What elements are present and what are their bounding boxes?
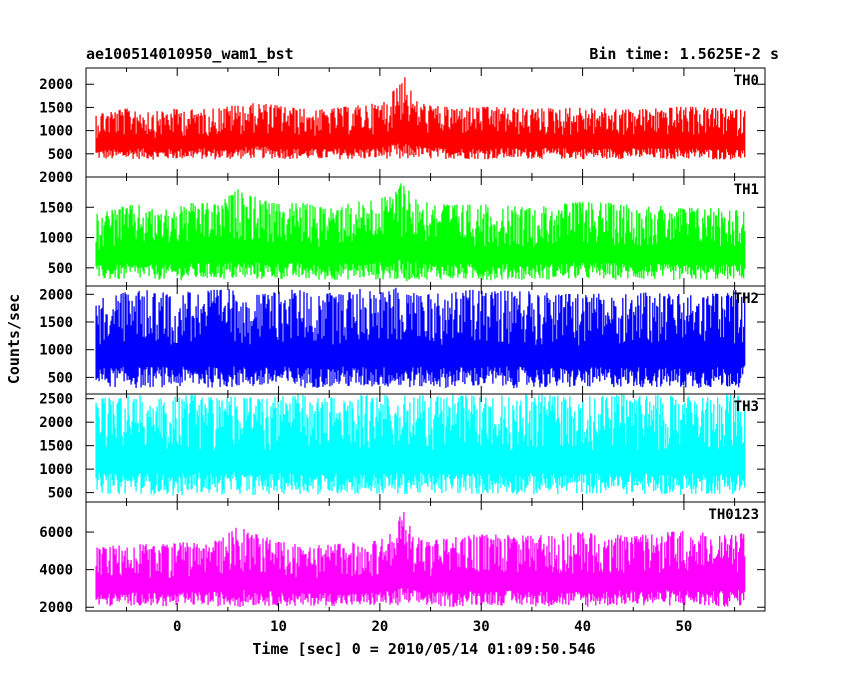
- y-tick-label: 500: [48, 261, 73, 277]
- panel-label: TH1: [734, 182, 759, 198]
- series-th2: [95, 287, 746, 388]
- bin-time-label: Bin time: 1.5625E-2 s: [589, 45, 779, 63]
- series-th1: [95, 183, 746, 282]
- panel-th3: 500 1000 1500 2000 2500 TH3: [39, 392, 766, 503]
- y-tick-label: 1000: [39, 124, 73, 140]
- x-tick-label: 30: [473, 619, 490, 635]
- panel-label: TH2: [734, 291, 759, 307]
- x-axis-label: Time [sec] 0 = 2010/05/14 01:09:50.546: [252, 640, 595, 658]
- y-tick-label: 1500: [39, 439, 73, 455]
- y-tick-label: 1000: [39, 462, 73, 478]
- y-axis-label: Counts/sec: [5, 294, 23, 384]
- y-tick-label: 500: [48, 370, 73, 386]
- panel-th0123: 2000 4000 6000 TH0123: [39, 501, 766, 616]
- y-tick-label: 2000: [39, 287, 73, 303]
- panel-label: TH0123: [708, 507, 759, 523]
- y-tick-label: 2500: [39, 392, 73, 408]
- panel-label: TH0: [734, 73, 759, 89]
- y-tick-label: 4000: [39, 563, 73, 579]
- y-tick-label: 1500: [39, 315, 73, 331]
- panel-th1: 500 1000 1500 2000 TH1: [39, 170, 766, 287]
- panel-frame: [85, 501, 766, 612]
- y-tick-label: 2000: [39, 600, 73, 616]
- x-tick-label: 50: [675, 619, 692, 635]
- y-tick-label: 500: [48, 486, 73, 502]
- y-tick-label: 2000: [39, 170, 73, 186]
- x-tick-label: 40: [574, 619, 591, 635]
- series-th0: [95, 77, 746, 160]
- panel-label: TH3: [734, 399, 759, 415]
- x-tick-label: 20: [371, 619, 388, 635]
- x-tick-label: 0: [173, 619, 181, 635]
- x-tick-label: 10: [270, 619, 287, 635]
- y-tick-label: 2000: [39, 415, 73, 431]
- y-tick-label: 6000: [39, 525, 73, 541]
- panel-th2: 500 1000 1500 2000 TH2: [39, 285, 766, 395]
- y-tick-label: 1500: [39, 200, 73, 216]
- y-tick-label: 1000: [39, 231, 73, 247]
- panel-th0: 500 1000 1500 2000 TH0: [39, 67, 766, 178]
- y-tick-label: 2000: [39, 77, 73, 93]
- series-th0123: [95, 512, 746, 607]
- y-tick-label: 500: [48, 147, 73, 163]
- series-th3: [95, 394, 746, 496]
- y-tick-label: 1000: [39, 343, 73, 359]
- y-tick-label: 1500: [39, 100, 73, 116]
- chart-title: ae100514010950_wam1_bst: [86, 45, 294, 63]
